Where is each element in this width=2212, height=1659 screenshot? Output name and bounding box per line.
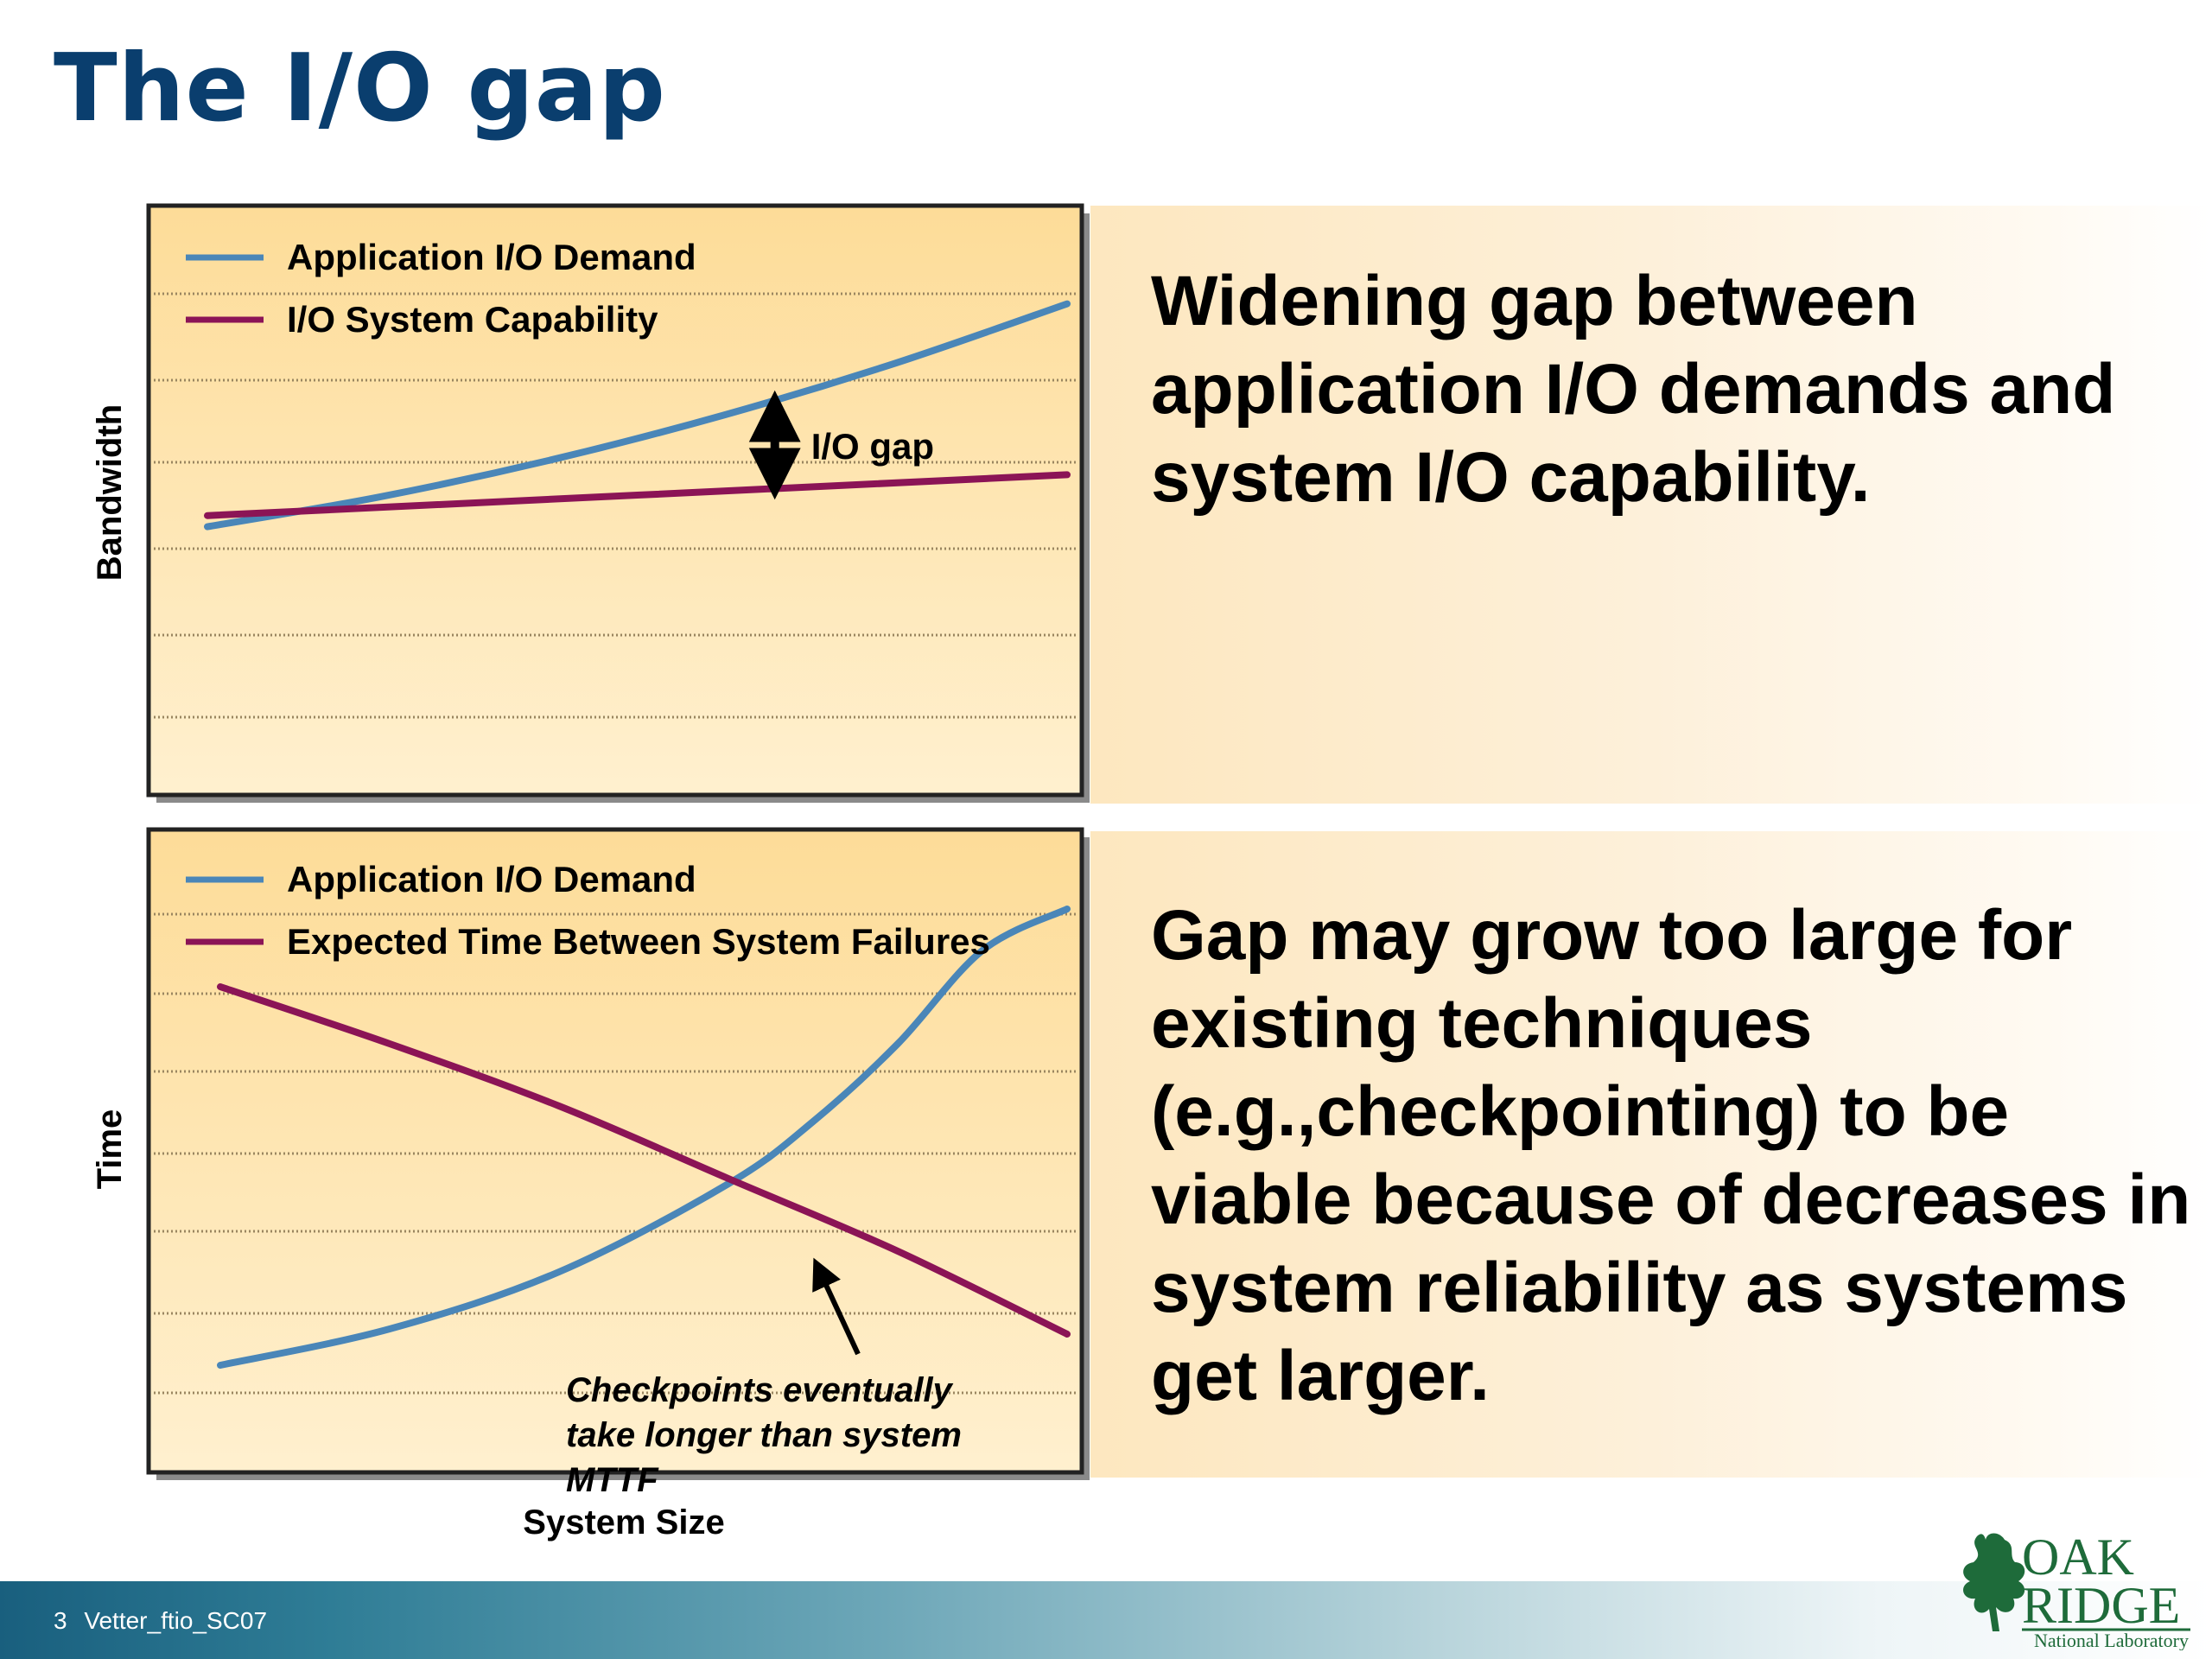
mttf-label-line: take longer than system — [566, 1416, 962, 1454]
legend-label-1: Expected Time Between System Failures — [287, 921, 990, 962]
oak-ridge-logo: OAK RIDGE National Laboratory — [1963, 1529, 2190, 1650]
series-group — [217, 906, 1071, 1369]
oak-leaf-icon — [1963, 1533, 2025, 1631]
chart-legend: Application I/O Demand Expected Time Betw… — [186, 859, 990, 962]
annotation-group: Checkpoints eventually take longer than s… — [566, 1257, 962, 1499]
chart-panel — [146, 827, 1084, 1475]
series-line-0 — [217, 906, 1071, 1369]
text-band-bottom: Gap may grow too large for existing tech… — [1090, 831, 2212, 1478]
series-line-1 — [204, 471, 1071, 519]
grid-lines — [154, 912, 1077, 1395]
footer-bar: 3 Vetter_ftio_SC07 — [0, 1581, 2212, 1659]
series-line-0 — [204, 300, 1071, 531]
legend-label-0: Application I/O Demand — [287, 237, 696, 277]
mttf-label: Checkpoints eventually take longer than s… — [566, 1371, 962, 1499]
series-line-1 — [217, 983, 1071, 1338]
footer-text: 3 Vetter_ftio_SC07 — [54, 1607, 268, 1634]
mttf-label-line: MTTF — [566, 1461, 659, 1499]
logo-line2: RIDGE — [2022, 1577, 2180, 1634]
mttf-arrow — [812, 1257, 861, 1356]
mttf-label-line: Checkpoints eventually — [566, 1371, 954, 1409]
y-axis-label: Time — [91, 1109, 129, 1190]
grid-lines — [154, 292, 1077, 719]
chart-panel — [146, 203, 1084, 798]
annotation-group: I/O gap — [748, 390, 934, 500]
logo-line1: OAK — [2022, 1529, 2134, 1586]
gap-label: I/O gap — [811, 426, 934, 467]
legend-label-1: I/O System Capability — [287, 299, 658, 340]
text-band-top: Widening gap between application I/O dem… — [1090, 206, 2212, 804]
text-bottom: Gap may grow too large for existing tech… — [1151, 896, 2191, 1415]
text-top: Widening gap between application I/O dem… — [1151, 262, 2116, 517]
x-axis-label: System Size — [523, 1503, 724, 1541]
time-chart: Checkpoints eventually take longer than s… — [91, 827, 1090, 1541]
series-group — [204, 300, 1071, 531]
y-axis-label: Bandwidth — [91, 404, 129, 581]
chart-legend: Application I/O Demand I/O System Capabil… — [186, 237, 696, 340]
logo-line3: National Laboratory — [2034, 1630, 2189, 1650]
legend-label-0: Application I/O Demand — [287, 859, 696, 899]
slide-title: The I/O gap — [54, 35, 666, 143]
bandwidth-chart: I/O gap Application I/O Demand I/O System… — [91, 203, 1090, 803]
